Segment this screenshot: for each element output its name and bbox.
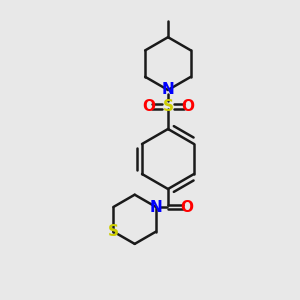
Text: S: S	[163, 99, 173, 114]
Text: O: O	[142, 99, 155, 114]
Text: N: N	[162, 82, 174, 98]
Text: S: S	[108, 224, 119, 239]
Text: O: O	[180, 200, 193, 214]
Text: O: O	[181, 99, 194, 114]
Text: N: N	[150, 200, 162, 214]
